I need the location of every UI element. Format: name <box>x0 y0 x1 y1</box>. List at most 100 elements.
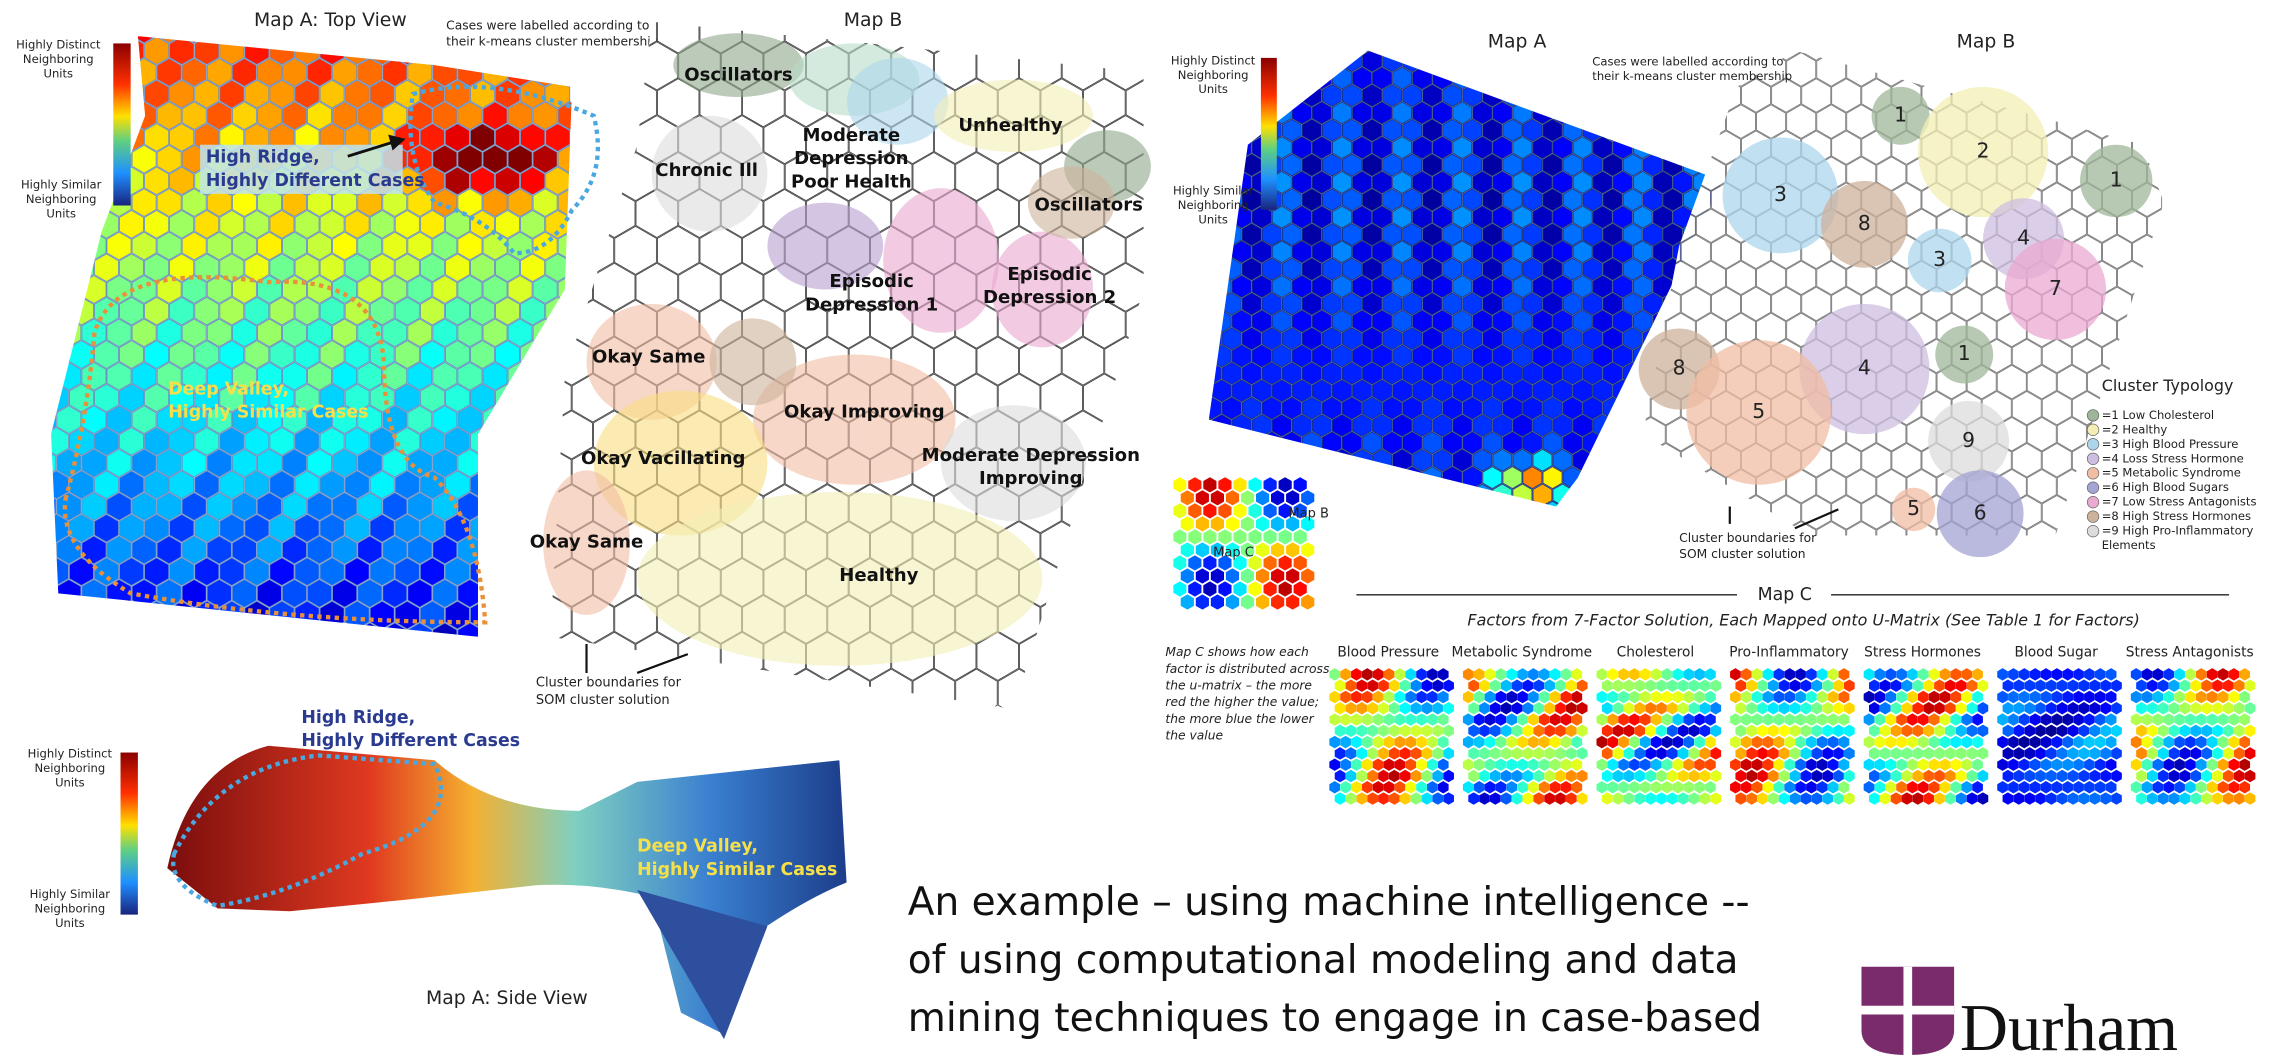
hex-cell <box>1816 713 1828 726</box>
hex-cell <box>156 448 182 478</box>
hex-cell <box>1412 170 1433 194</box>
hex-cell <box>194 253 220 283</box>
hex-cell <box>2040 668 2052 681</box>
hex-cell <box>2056 747 2068 760</box>
hex-cell <box>419 513 445 543</box>
hex-cell <box>419 340 445 369</box>
hex-cell <box>1208 309 1212 333</box>
hex-cell <box>1672 483 1693 507</box>
hex-cell <box>1874 713 1886 726</box>
hex-cell <box>1612 344 1633 368</box>
hex-cell <box>1271 50 1292 55</box>
hex-cell <box>2222 724 2234 738</box>
hex-cell <box>231 492 257 521</box>
hex-cell <box>1944 702 1956 715</box>
hex-cell <box>2102 50 2132 61</box>
hex-cell <box>1683 690 1695 704</box>
hex-cell <box>1241 327 1262 351</box>
hex-cell <box>1240 489 1255 507</box>
hex-cell <box>1833 702 1844 715</box>
hex-cell <box>1838 781 1850 794</box>
hex-cell <box>1340 713 1351 726</box>
hex-cell <box>1061 336 1105 386</box>
hex-cell <box>1352 448 1372 472</box>
hex-cell <box>1432 309 1453 333</box>
hex-cell <box>1345 702 1357 715</box>
hex-cell <box>1225 567 1240 585</box>
hex-cell <box>1442 327 1463 351</box>
hex-cell <box>1632 205 1653 229</box>
hex-cell <box>1533 769 1545 783</box>
hex-cell <box>231 405 257 435</box>
hex-cell <box>307 57 332 87</box>
hex-cell <box>382 318 408 348</box>
cluster-circle <box>1686 340 1832 485</box>
hex-cell <box>1896 690 1907 704</box>
hex-cell <box>1622 188 1643 212</box>
hex-cell <box>2035 679 2046 692</box>
hex-cell <box>1221 222 1242 246</box>
hex-cell <box>1623 679 1635 692</box>
hex-cell <box>432 275 458 304</box>
hex-cell <box>1427 758 1438 771</box>
hex-cell <box>1822 769 1833 783</box>
hex-cell <box>827 152 870 202</box>
hex-cell <box>282 622 307 637</box>
hex-cell <box>131 361 157 391</box>
hex-cell <box>1533 792 1545 805</box>
label: Blood Sugar <box>2014 645 2098 661</box>
hex-cell <box>1422 153 1443 177</box>
hex-cell <box>106 405 132 435</box>
hex-cell <box>1495 668 1507 681</box>
hex-cell <box>2174 735 2185 749</box>
hex-cell <box>1412 275 1433 299</box>
hex-cell <box>1576 792 1588 805</box>
hex-cell <box>1462 257 1483 281</box>
hex-cell <box>1629 735 1640 749</box>
hex-cell <box>2239 735 2251 749</box>
caption: mining techniques to engage in case-base… <box>908 996 1762 1041</box>
hex-cell <box>1816 521 1847 536</box>
hex-cell <box>1571 735 1583 749</box>
hex-cell <box>1806 713 1817 726</box>
hex-cell <box>56 101 82 131</box>
hex-cell <box>332 188 358 218</box>
hex-cell <box>1874 781 1886 794</box>
hex-cell <box>1562 396 1583 420</box>
hex-cell <box>1822 724 1833 738</box>
hex-cell <box>1511 702 1523 715</box>
hex-cell <box>169 383 195 413</box>
hex-cell <box>1362 466 1383 490</box>
label: 6 <box>1974 500 1987 524</box>
hex-cell <box>1281 188 1302 212</box>
hex-cell <box>2011 390 2042 426</box>
hex-cell <box>495 513 520 543</box>
hex-cell <box>2239 781 2251 794</box>
hex-cell <box>1422 118 1443 142</box>
hex-cell <box>307 188 332 218</box>
hex-cell <box>332 361 358 391</box>
hex-cell <box>1500 747 1512 760</box>
hex-cell <box>2141 758 2153 771</box>
hex-cell <box>520 209 546 239</box>
hex-cell <box>1202 580 1218 598</box>
hex-cell <box>56 492 82 521</box>
hex-cell <box>51 622 57 637</box>
hex-cell <box>1565 679 1577 692</box>
hex-cell <box>1740 735 1752 749</box>
hex-cell <box>181 622 207 637</box>
hex-cell <box>1240 541 1255 559</box>
label: Highly Similar Cases <box>637 860 837 880</box>
hex-cell <box>1388 747 1400 760</box>
hex-cell <box>1896 781 1907 794</box>
hex-cell <box>1468 769 1479 783</box>
hex-cell <box>1522 702 1534 715</box>
hex-cell <box>1172 580 1188 598</box>
label: Episodic <box>1007 264 1092 285</box>
hex-cell <box>1831 130 1862 165</box>
hex-cell <box>444 123 470 152</box>
hex-cell <box>1650 758 1662 771</box>
hex-cell <box>2132 286 2163 322</box>
hex-cell <box>1271 448 1292 472</box>
hex-cell <box>1789 769 1801 783</box>
